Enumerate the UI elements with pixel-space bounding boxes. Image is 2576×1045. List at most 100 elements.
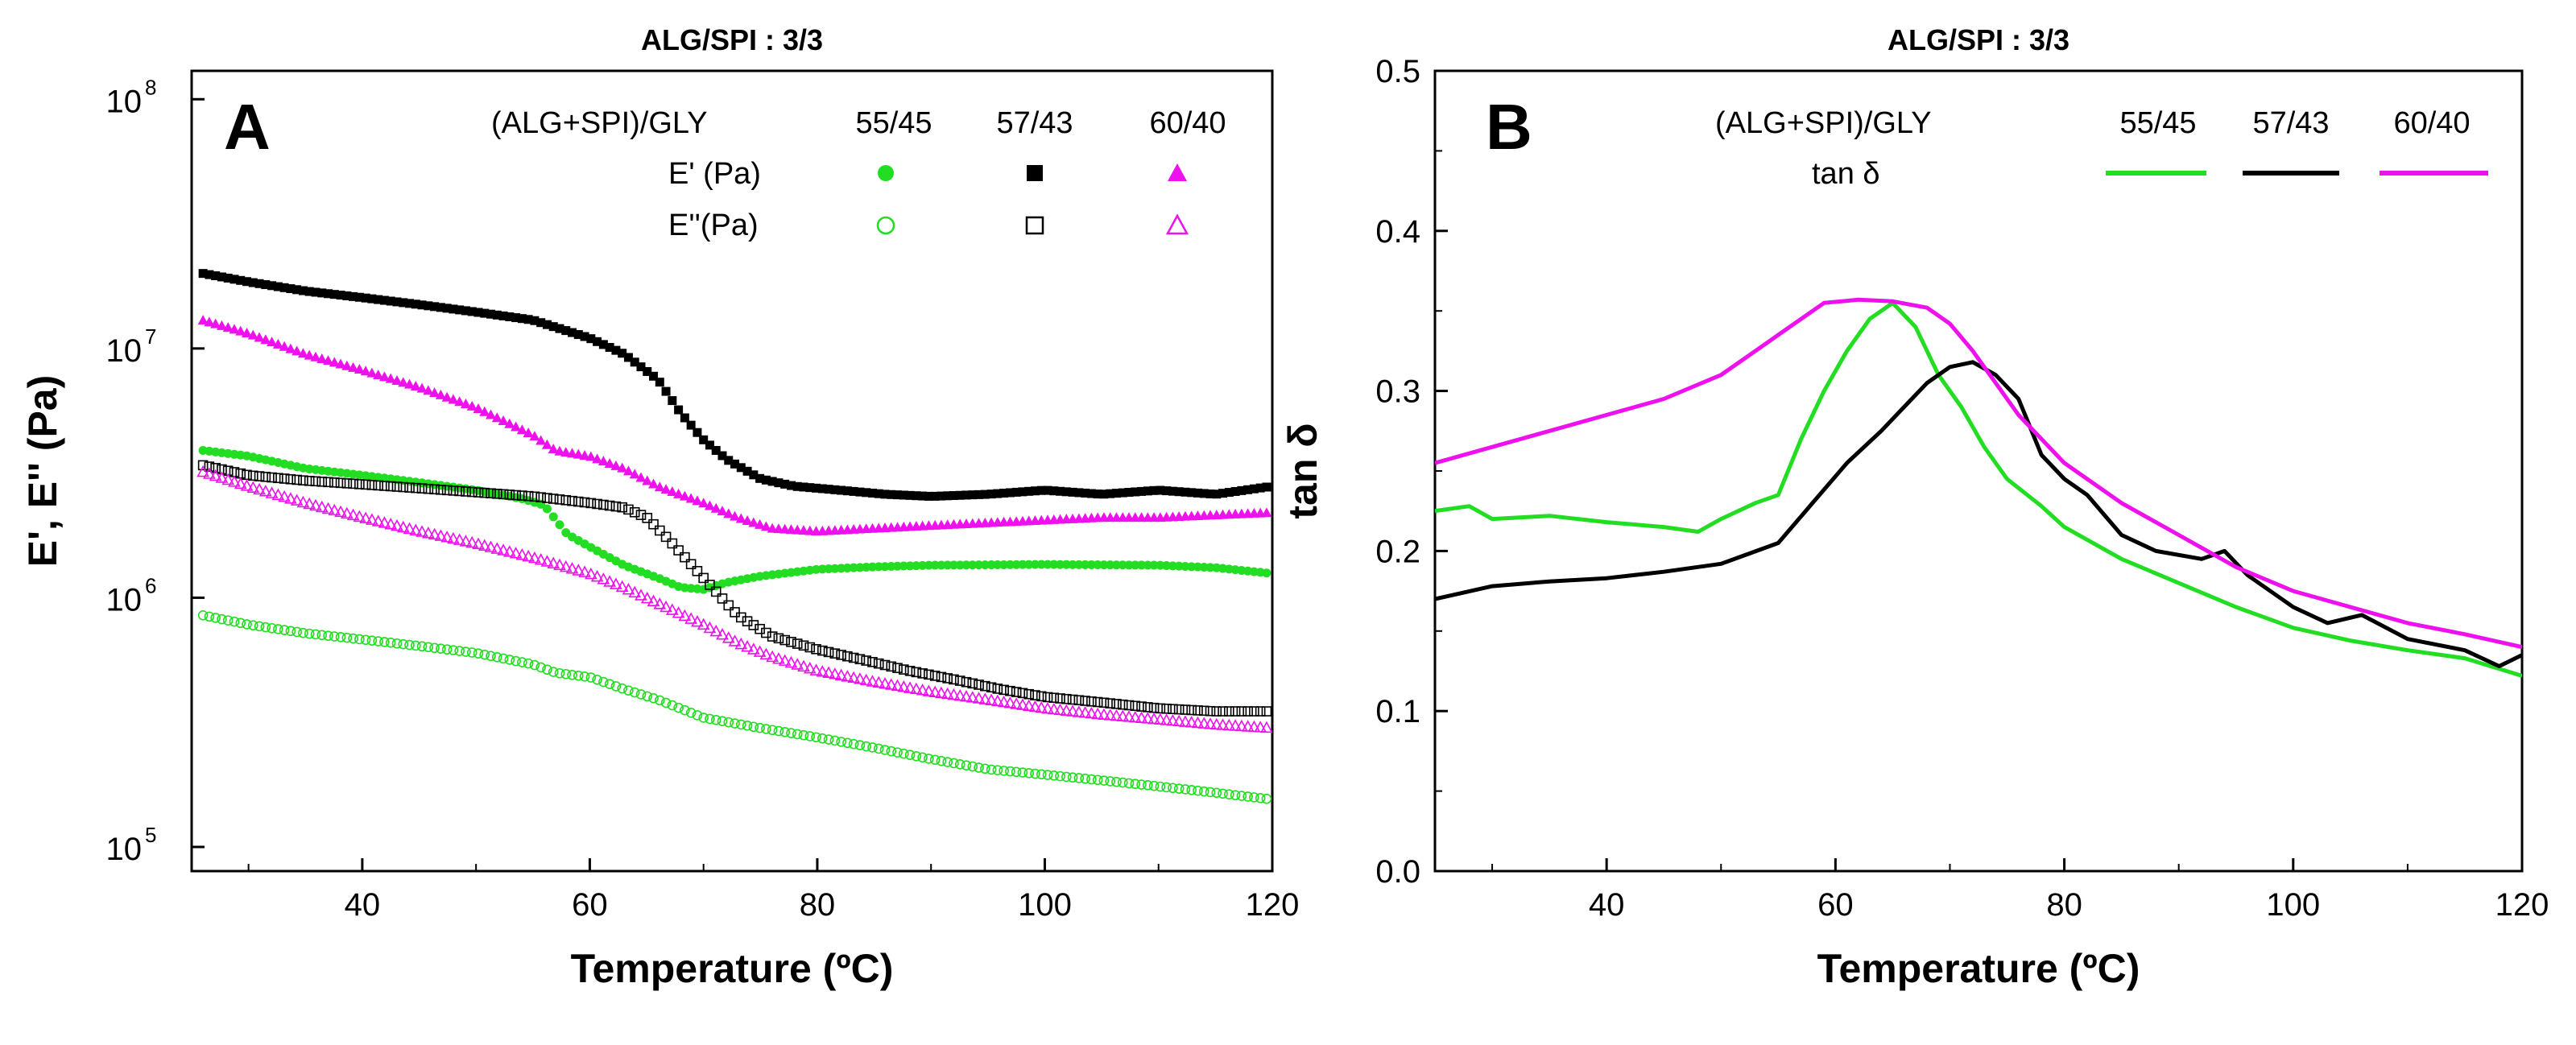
panel-a-data-point — [585, 498, 597, 509]
panel-a-data-point — [924, 754, 934, 764]
panel-a-data-point — [635, 472, 647, 482]
panel-a-data-point — [517, 490, 527, 501]
panel-a-data-point — [954, 759, 965, 770]
panel-a-data-point — [1166, 713, 1180, 726]
panel-a-data-point — [836, 737, 846, 747]
panel-a-data-point — [886, 661, 897, 672]
panel-a-data-point — [692, 566, 703, 576]
panel-a-data-point — [540, 555, 554, 567]
panel-a-series — [196, 465, 1272, 733]
panel-a-data-point — [1197, 717, 1211, 729]
panel-a-data-point — [479, 406, 490, 416]
panel-a-data-point — [854, 672, 866, 684]
panel-a-data-point — [897, 680, 911, 692]
panel-a-data-point — [1131, 487, 1140, 497]
panel-a-data-point — [817, 645, 828, 656]
panel-a-data-point — [1193, 488, 1202, 498]
panel-a-data-point — [1098, 697, 1110, 708]
panel-a-data-point — [849, 486, 858, 496]
panel-a-xtick-label: 40 — [345, 887, 381, 923]
panel-b-series-line — [1435, 360, 2522, 668]
panel-a-data-point — [505, 312, 515, 321]
panel-a-data-point — [391, 481, 403, 492]
panel-a-data-point — [303, 497, 316, 510]
panel-a-data-point — [310, 629, 321, 640]
panel-a-data-point — [197, 315, 209, 325]
panel-a-data-point — [442, 304, 452, 313]
panel-a-data-point — [229, 324, 240, 334]
panel-a-data-point — [918, 491, 928, 501]
legend-b-sublabel: tan δ — [1812, 157, 1880, 191]
panel-a-data-point — [999, 766, 1009, 776]
panel-a-data-point — [847, 671, 860, 684]
panel-b-xtick-label: 40 — [1589, 887, 1625, 923]
panel-a-data-point — [792, 638, 803, 649]
panel-a-data-point — [473, 403, 484, 413]
panel-a-data-point — [366, 367, 378, 378]
panel-a-data-point — [798, 640, 809, 651]
panel-a-data-point — [1168, 704, 1178, 715]
panel-a-data-point — [310, 351, 321, 361]
panel-a-data-point — [561, 528, 571, 538]
panel-a-data-point — [1191, 716, 1205, 729]
panel-a-data-point — [916, 684, 929, 696]
panel-a-data-point — [254, 332, 265, 342]
panel-a-data-point — [1262, 482, 1271, 492]
panel-a-data-point — [622, 583, 635, 595]
panel-a-data-point — [817, 564, 827, 574]
panel-a-marks — [196, 269, 1272, 804]
panel-a-data-point — [311, 287, 320, 297]
panel-a-data-point — [910, 682, 923, 695]
panel-a-data-point — [580, 332, 589, 341]
panel-a-data-point — [972, 692, 986, 704]
panel-a-data-point — [486, 409, 497, 419]
panel-a-data-point — [1086, 696, 1097, 707]
panel-a-data-point — [1193, 562, 1202, 572]
panel-a-data-point — [1061, 771, 1072, 783]
panel-a-data-point — [667, 485, 678, 496]
panel-a-data-point — [1010, 697, 1023, 709]
panel-a-data-point — [1156, 485, 1165, 495]
panel-a-data-point — [511, 489, 521, 501]
legend-b-col-60-40: 60/40 — [2393, 106, 2470, 140]
panel-a-data-point — [667, 538, 678, 549]
panel-a-data-point — [1099, 489, 1109, 499]
panel-a-data-point — [1030, 768, 1040, 779]
panel-a-data-point — [366, 635, 378, 646]
panel-a-data-point — [930, 560, 940, 570]
panel-b-ytick-label: 0.5 — [1375, 54, 1420, 89]
panel-a-data-point — [210, 613, 221, 623]
panel-a-data-point — [730, 459, 740, 469]
panel-a-data-point — [399, 298, 408, 308]
panel-a-data-point — [522, 549, 535, 562]
panel-b-xtick-label: 80 — [2046, 887, 2082, 923]
panel-a-data-point — [866, 675, 879, 687]
panel-a-data-point — [1136, 779, 1147, 790]
panel-a-data-point — [579, 671, 590, 682]
panel-a-data-point — [936, 671, 947, 683]
panel-a-data-point — [279, 341, 290, 351]
panel-a-data-point — [918, 560, 928, 570]
panel-a-data-point — [1093, 560, 1102, 570]
panel-a-xtick-label: 80 — [800, 887, 836, 923]
panel-a-data-point — [371, 514, 385, 527]
panel-a-data-point — [1148, 780, 1160, 791]
panel-a-letter: A — [224, 91, 271, 163]
panel-a-data-point — [223, 273, 233, 283]
panel-a-data-point — [1005, 685, 1015, 696]
panel-a-data-point — [623, 685, 634, 696]
panel-a-data-point — [517, 657, 527, 667]
panel-a-data-point — [267, 622, 277, 634]
panel-a-data-point — [198, 269, 208, 279]
panel-a-data-point — [590, 569, 604, 582]
panel-a-data-point — [1092, 696, 1103, 708]
panel-a-data-point — [559, 560, 573, 572]
panel-a-data-point — [374, 295, 383, 304]
panel-a-data-point — [761, 475, 771, 485]
panel-a-data-point — [1199, 489, 1209, 498]
panel-a-data-point — [504, 418, 515, 428]
panel-a-data-point — [667, 700, 678, 711]
panel-a-data-point — [486, 488, 496, 499]
panel-a-data-point — [742, 721, 753, 731]
panel-a-data-point — [411, 299, 420, 309]
